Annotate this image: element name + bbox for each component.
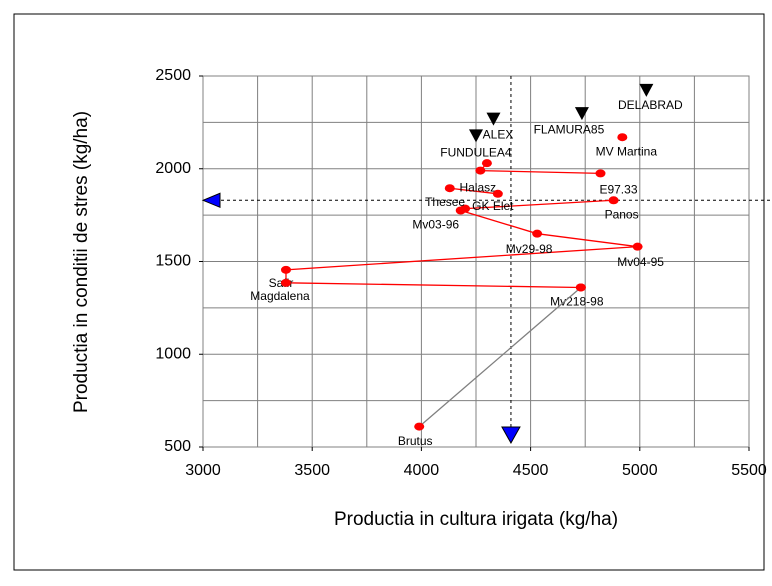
x-tick-label: 4000 (404, 462, 440, 479)
y-tick-label: 1000 (155, 345, 191, 362)
triangle-marker (486, 112, 501, 126)
point-marker (575, 283, 586, 292)
series-line (449, 187, 498, 195)
point-marker (455, 206, 466, 215)
point-label: FLAMURA85 (534, 122, 605, 136)
point-label: Thesee (425, 195, 465, 209)
y-tick-label: 500 (164, 438, 191, 455)
point-marker (481, 159, 492, 168)
point-label: Mv29-98 (506, 242, 553, 256)
point-label: MV Martina (596, 144, 658, 158)
point-marker (492, 189, 503, 198)
point-label: ALEX (483, 128, 514, 142)
point-label: Magdalena (250, 289, 310, 303)
point-marker (414, 422, 425, 431)
point-marker (280, 278, 291, 287)
y-tick-label: 2000 (155, 160, 191, 177)
point-label: Mv03-96 (412, 218, 459, 232)
series-line (418, 286, 582, 428)
point-marker (595, 169, 606, 178)
x-tick-label: 3500 (294, 462, 330, 479)
point-label: Halasz (459, 180, 496, 194)
point-marker (532, 229, 543, 238)
x-tick-label: 3000 (185, 462, 221, 479)
point-label: E97.33 (599, 183, 637, 197)
arrow-down (501, 426, 521, 445)
point-marker (280, 265, 291, 274)
triangle-marker (469, 129, 483, 143)
arrow-left (201, 192, 221, 209)
y-axis-title: Productia in conditii de stres (kg/ha) (71, 111, 92, 413)
series-line (285, 209, 638, 289)
y-tick-label: 2500 (155, 67, 191, 84)
x-axis-title: Productia in cultura irigata (kg/ha) (334, 509, 618, 530)
point-label: Panos (605, 207, 639, 221)
point-label: Mv218-98 (550, 295, 604, 309)
x-tick-label: 5000 (622, 462, 658, 479)
point-marker (608, 196, 619, 205)
point-label: DELABRAD (618, 98, 683, 112)
triangle-marker (639, 83, 654, 97)
x-tick-label: 4500 (513, 462, 549, 479)
point-label: GK Elet (472, 199, 514, 213)
point-marker (444, 184, 455, 193)
point-label: Mv04-95 (617, 255, 664, 269)
series-line (465, 199, 614, 210)
point-marker (617, 133, 628, 142)
point-label: FUNDULEA4 (440, 145, 512, 159)
point-marker (475, 166, 486, 175)
triangle-marker (574, 107, 589, 121)
x-tick-label: 5500 (731, 462, 767, 479)
y-tick-label: 1500 (155, 253, 191, 270)
point-marker (632, 242, 643, 251)
point-label: Brutus (398, 434, 433, 448)
